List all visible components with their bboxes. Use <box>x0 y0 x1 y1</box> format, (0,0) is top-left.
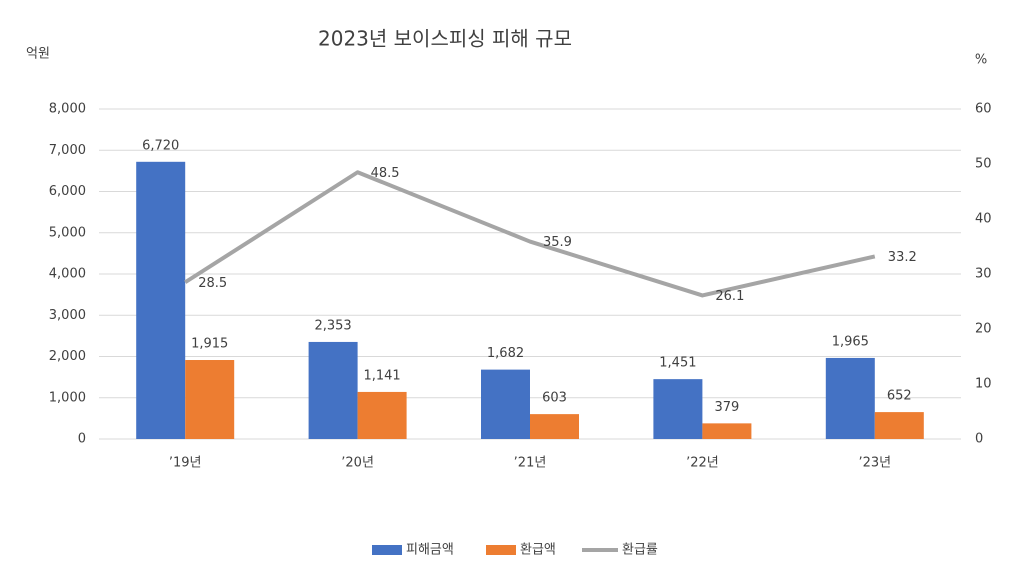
y2-axis-label: % <box>975 53 987 68</box>
line-value-label: 35.9 <box>543 235 572 250</box>
bar <box>481 369 530 439</box>
bar-value-label: 603 <box>542 391 567 406</box>
bar-value-label: 652 <box>887 389 912 404</box>
y2-tick-label: 60 <box>975 102 992 117</box>
y-tick-label: 3,000 <box>49 308 86 323</box>
y-tick-label: 2,000 <box>49 349 86 364</box>
x-tick-label: ’21년 <box>514 456 547 471</box>
line <box>184 170 876 298</box>
y2-tick-label: 0 <box>975 432 983 447</box>
bar <box>185 360 235 439</box>
bar-value-label: 1,965 <box>832 334 869 349</box>
y-tick-label: 4,000 <box>49 267 86 282</box>
line-value-label: 33.2 <box>888 250 917 265</box>
y2-tick-label: 30 <box>975 267 992 282</box>
y-tick-label: 6,000 <box>49 184 86 199</box>
bar-value-label: 1,682 <box>487 346 524 361</box>
bar <box>308 341 358 439</box>
y2-tick-label: 20 <box>975 322 992 337</box>
y-tick-label: 5,000 <box>49 225 86 240</box>
bar <box>653 379 703 439</box>
y-tick-label: 1,000 <box>49 390 86 405</box>
chart-title: 2023년 보이스피싱 피해 규모 <box>318 27 572 51</box>
bar-value-label: 1,451 <box>659 356 696 371</box>
y-tick-label: 7,000 <box>49 143 86 158</box>
bar <box>136 161 186 440</box>
x-tick-label: ’19년 <box>169 456 202 471</box>
y2-tick-label: 10 <box>975 377 992 392</box>
bar <box>702 423 752 439</box>
bar-value-label: 379 <box>714 400 739 415</box>
x-tick-label: ’22년 <box>686 456 719 471</box>
bar <box>530 414 579 439</box>
y-axis-label: 억원 <box>26 47 50 62</box>
y2-tick-label: 50 <box>975 157 992 172</box>
legend-label: 환급률 <box>622 543 658 558</box>
y-tick-label: 0 <box>78 432 86 447</box>
line-value-label: 26.1 <box>715 289 744 304</box>
y-tick-label: 8,000 <box>49 102 86 117</box>
x-tick-label: ’23년 <box>858 456 891 471</box>
bar <box>825 357 875 439</box>
line-value-label: 28.5 <box>198 276 227 291</box>
bar-value-label: 6,720 <box>142 138 179 153</box>
bar <box>874 412 924 439</box>
line-value-label: 48.5 <box>371 166 400 181</box>
legend-label: 환급액 <box>520 543 556 558</box>
legend-symbol <box>486 545 516 555</box>
bar-value-label: 1,141 <box>363 368 400 383</box>
legend-symbol <box>372 545 402 555</box>
bar-value-label: 1,915 <box>191 337 228 352</box>
bar <box>357 391 407 439</box>
y2-tick-label: 40 <box>975 212 992 227</box>
bar-value-label: 2,353 <box>314 318 351 333</box>
x-tick-label: ’20년 <box>341 456 374 471</box>
legend-label: 피해금액 <box>406 543 454 558</box>
